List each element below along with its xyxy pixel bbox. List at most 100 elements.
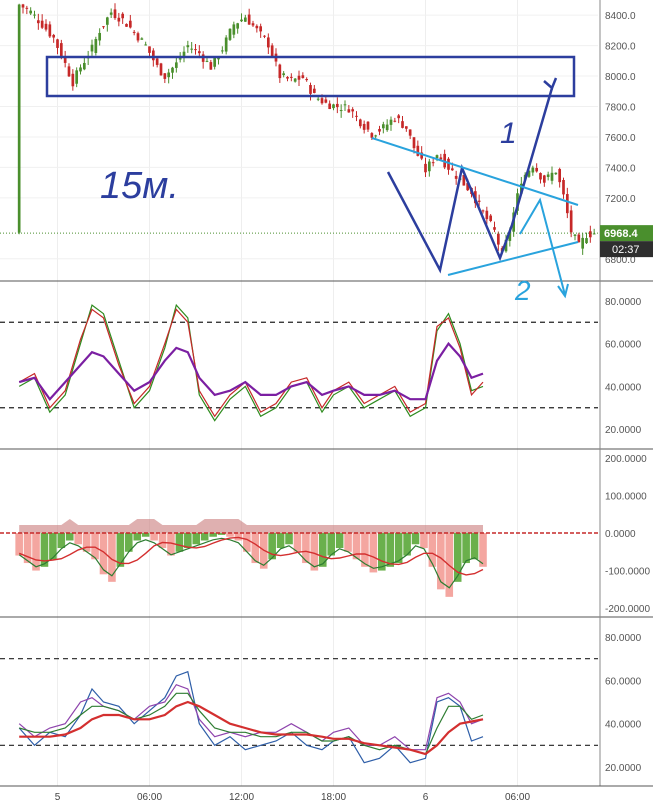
time-tick-label: 6 xyxy=(423,792,429,803)
histogram-signal-line xyxy=(18,537,484,589)
histogram-bar xyxy=(420,533,428,549)
candle-body xyxy=(90,44,94,52)
histogram-bar xyxy=(57,533,66,549)
histogram-bar xyxy=(217,533,226,535)
candle-body xyxy=(140,38,144,40)
grid-lines xyxy=(57,0,518,786)
time-tick-label: 18:00 xyxy=(321,792,346,803)
candle-body xyxy=(255,25,259,29)
price-tick-label: 8200.0 xyxy=(605,42,636,53)
candle-body xyxy=(190,48,194,50)
indicator-series-line xyxy=(19,700,484,756)
candle-body xyxy=(569,210,573,233)
candle-body xyxy=(374,135,378,137)
histogram-bar xyxy=(167,533,175,556)
histogram-bar xyxy=(49,533,57,560)
histogram-bar xyxy=(453,533,462,582)
time-tick-label: 06:00 xyxy=(137,792,162,803)
candle-body xyxy=(328,103,332,110)
candle-body xyxy=(167,72,171,78)
candle-body xyxy=(48,24,52,37)
candle-body xyxy=(174,62,178,68)
candle-body xyxy=(224,37,228,52)
candle-body xyxy=(163,73,167,79)
candle-body xyxy=(554,172,558,175)
histogram-bar xyxy=(462,533,470,564)
candle-body xyxy=(385,124,389,131)
candle-body xyxy=(370,133,374,138)
candle-body xyxy=(36,20,40,24)
candle-body xyxy=(297,75,301,80)
candle-body xyxy=(565,194,569,214)
candle-body xyxy=(381,124,385,129)
candle-body xyxy=(289,76,293,78)
candle-body xyxy=(542,175,546,183)
indicator-tick-label: -200.0000 xyxy=(605,604,650,615)
histogram-bar xyxy=(133,533,142,541)
price-tick-label: 7200.0 xyxy=(605,194,636,205)
histogram-bar xyxy=(15,533,23,556)
candle-body xyxy=(67,66,71,77)
candle-body xyxy=(305,78,309,81)
candle-body xyxy=(435,155,439,159)
candle-body xyxy=(102,26,105,28)
histogram-bar xyxy=(74,533,82,545)
candle-body xyxy=(332,104,335,109)
histogram-bar xyxy=(209,533,217,537)
histogram-bar xyxy=(386,533,395,567)
candle-body xyxy=(259,26,263,32)
candle-body xyxy=(247,14,251,25)
candle-body xyxy=(205,60,209,62)
candle-body xyxy=(424,163,427,173)
indicator-series-line xyxy=(18,303,484,422)
histogram-bar xyxy=(125,533,133,552)
histogram-bar xyxy=(276,533,285,549)
candle-body xyxy=(82,62,86,70)
candle-body xyxy=(324,99,328,103)
histogram-bar xyxy=(65,533,74,541)
candle-body xyxy=(33,14,36,16)
candle-body xyxy=(312,88,316,93)
time-axis: 5 06:00 12:00 18:00 6 06:00 xyxy=(55,792,531,803)
candle-body xyxy=(213,56,217,67)
indicator-tick-label: 40.0000 xyxy=(605,382,642,393)
histogram-bar xyxy=(428,533,437,567)
candle-body xyxy=(209,62,213,70)
indicator-tick-label: -100.0000 xyxy=(605,567,650,578)
indicator-tick-label: 200.0000 xyxy=(605,454,647,465)
candle-body xyxy=(558,169,562,183)
candle-body xyxy=(155,58,159,65)
candle-body xyxy=(263,35,266,37)
candle-body xyxy=(151,50,155,61)
histogram-bar xyxy=(470,533,479,560)
candle-body xyxy=(401,121,404,128)
candle-body xyxy=(416,145,420,156)
price-tick-label: 7800.0 xyxy=(605,103,636,114)
histogram-bar xyxy=(82,533,91,552)
histogram-bar xyxy=(40,533,49,567)
candle-body xyxy=(286,76,289,79)
candle-body xyxy=(63,56,67,63)
candle-body xyxy=(217,57,220,60)
candle-body xyxy=(550,172,554,181)
histogram-bar xyxy=(226,533,234,537)
indicator-tick-label: 20.0000 xyxy=(605,425,642,436)
candle-body xyxy=(182,51,186,56)
histogram-bar xyxy=(108,533,116,582)
candle-body xyxy=(186,45,190,48)
histogram-bar xyxy=(378,533,386,571)
scenario-1-arrowhead xyxy=(543,77,558,91)
candle-body xyxy=(420,152,424,159)
candle-body xyxy=(454,175,458,179)
countdown-badge xyxy=(600,241,653,258)
candle-body xyxy=(577,234,581,243)
scenario-2-label: 2 xyxy=(514,275,531,306)
histogram-bar xyxy=(32,533,40,571)
indicator-series-line xyxy=(18,670,484,764)
indicator-tick-label: 0.0000 xyxy=(605,529,636,540)
indicator-series-line xyxy=(18,341,484,401)
histogram-bar xyxy=(285,533,293,545)
candle-body xyxy=(592,233,596,235)
